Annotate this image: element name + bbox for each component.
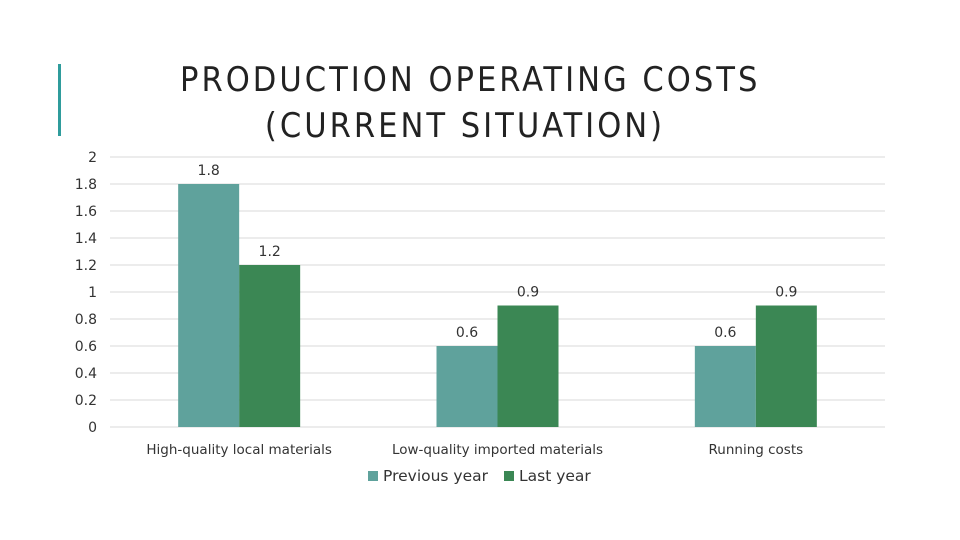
legend-swatch	[368, 471, 378, 481]
data-label: 1.8	[198, 163, 220, 179]
data-label: 0.9	[517, 285, 539, 301]
legend-label: Last year	[519, 467, 591, 485]
bar-previous-year	[178, 184, 240, 427]
legend-swatch	[504, 471, 514, 481]
bar-last-year	[239, 265, 301, 427]
y-tick-label: 0	[88, 420, 97, 436]
data-label: 0.6	[714, 325, 736, 341]
y-tick-label: 1	[88, 285, 97, 301]
legend-label: Previous year	[383, 467, 489, 485]
slide-title-line2: (CURRENT SITUATION)	[264, 106, 666, 146]
y-tick-label: 1.8	[75, 177, 97, 193]
y-tick-label: 2	[88, 150, 97, 166]
y-tick-label: 1.4	[75, 231, 97, 247]
y-tick-label: 1.2	[75, 258, 97, 274]
y-tick-label: 0.4	[75, 366, 97, 382]
y-tick-label: 0.8	[75, 312, 97, 328]
slide-title-line1: PRODUCTION OPERATING COSTS	[180, 60, 761, 100]
y-tick-label: 0.6	[75, 339, 97, 355]
data-label: 0.9	[775, 285, 797, 301]
x-tick-label: Running costs	[709, 442, 804, 458]
data-label: 0.6	[456, 325, 478, 341]
bar-last-year	[497, 305, 559, 427]
bar-previous-year	[436, 346, 498, 427]
y-tick-label: 1.6	[75, 204, 97, 220]
accent-bar	[58, 64, 61, 136]
bar-previous-year	[694, 346, 756, 427]
x-tick-label: Low-quality imported materials	[392, 442, 603, 458]
data-label: 1.2	[259, 244, 281, 260]
bar-last-year	[755, 305, 817, 427]
y-tick-label: 0.2	[75, 393, 97, 409]
x-tick-label: High-quality local materials	[146, 442, 332, 458]
